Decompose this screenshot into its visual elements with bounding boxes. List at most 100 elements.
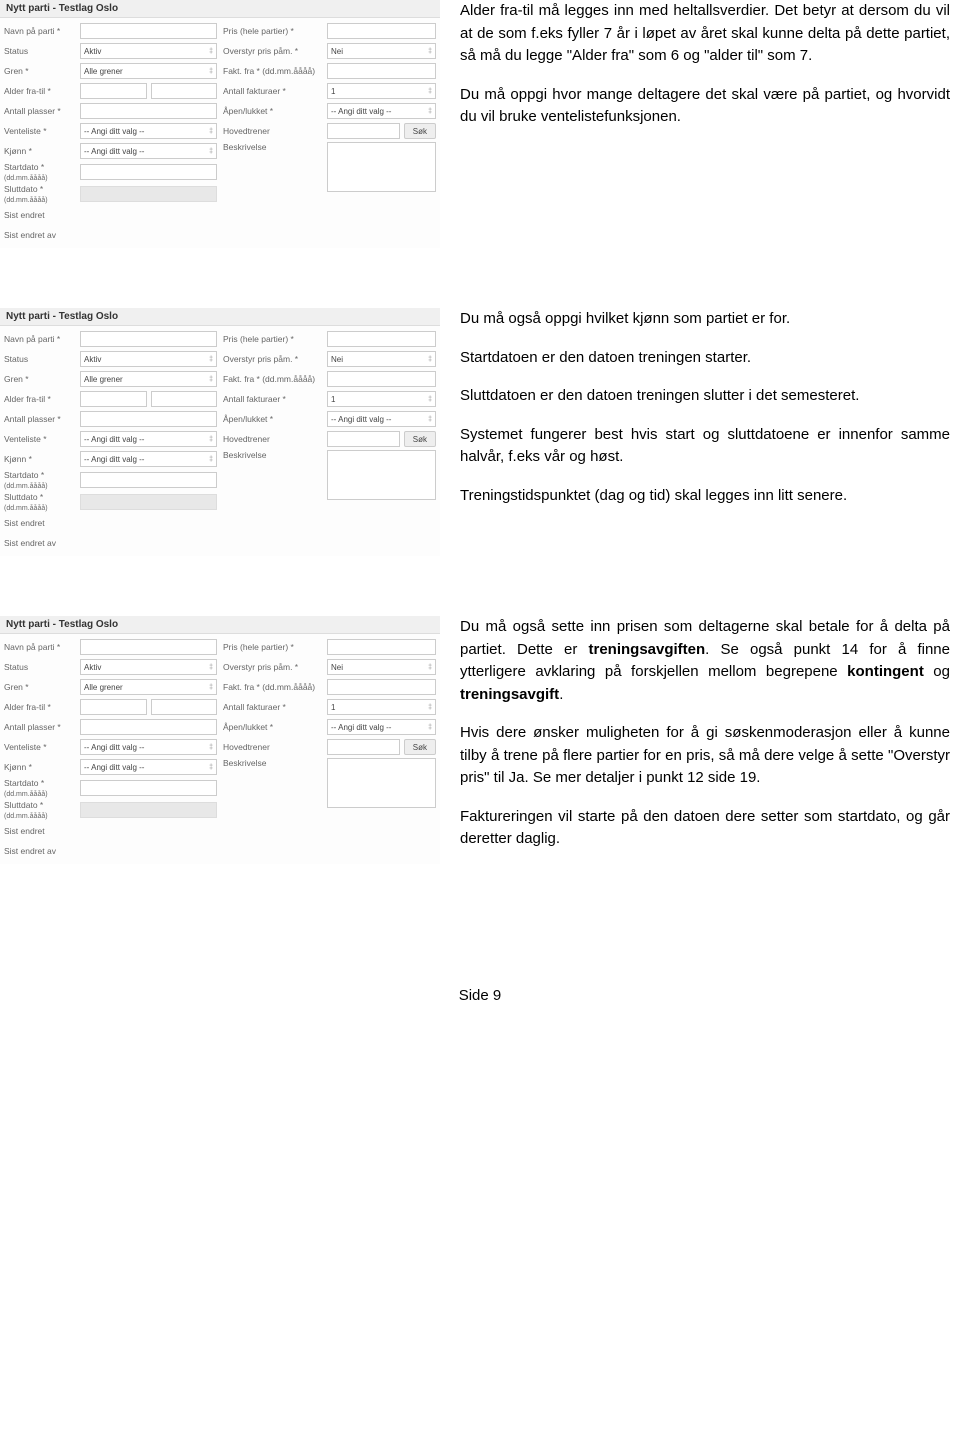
input-navn[interactable] <box>80 331 217 347</box>
select-venteliste[interactable]: -- Angi ditt valg --‡ <box>80 739 217 755</box>
label-sluttdato: Sluttdato *(dd.mm.åååå) <box>4 800 76 820</box>
input-pris[interactable] <box>327 639 436 655</box>
label-plasser: Antall plasser * <box>4 722 76 732</box>
input-alder-fra[interactable] <box>80 391 147 407</box>
input-hovedtrener[interactable] <box>327 123 400 139</box>
textarea-beskrivelse[interactable] <box>327 142 436 192</box>
textarea-beskrivelse[interactable] <box>327 758 436 808</box>
select-overstyr[interactable]: Nei‡ <box>327 43 436 59</box>
label-fakt-fra: Fakt. fra * (dd.mm.åååå) <box>223 66 323 76</box>
input-hovedtrener[interactable] <box>327 739 400 755</box>
label-sluttdato: Sluttdato *(dd.mm.åååå) <box>4 184 76 204</box>
select-overstyr[interactable]: Nei‡ <box>327 659 436 675</box>
label-pris: Pris (hele partier) * <box>223 334 323 344</box>
sok-button[interactable]: Søk <box>404 123 436 139</box>
input-plasser[interactable] <box>80 719 217 735</box>
input-pris[interactable] <box>327 23 436 39</box>
select-venteliste[interactable]: -- Angi ditt valg --‡ <box>80 123 217 139</box>
input-sluttdato[interactable] <box>80 494 217 510</box>
label-sluttdato: Sluttdato *(dd.mm.åååå) <box>4 492 76 512</box>
input-fakt-fra[interactable] <box>327 371 436 387</box>
select-antall-fakt[interactable]: 1‡ <box>327 83 436 99</box>
label-kjonn: Kjønn * <box>4 146 76 156</box>
label-gren: Gren * <box>4 374 76 384</box>
select-gren[interactable]: Alle grener‡ <box>80 371 217 387</box>
label-antall-fakt: Antall fakturaer * <box>223 86 323 96</box>
label-startdato: Startdato *(dd.mm.åååå) <box>4 778 76 798</box>
paragraph-6: Systemet fungerer best hvis start og slu… <box>460 424 950 469</box>
label-plasser: Antall plasser * <box>4 414 76 424</box>
label-gren: Gren * <box>4 682 76 692</box>
select-kjonn[interactable]: -- Angi ditt valg --‡ <box>80 143 217 159</box>
paragraph-1: Alder fra-til må legges inn med heltalls… <box>460 0 950 68</box>
label-kjonn: Kjønn * <box>4 454 76 464</box>
input-hovedtrener[interactable] <box>327 431 400 447</box>
text-col-1: Alder fra-til må legges inn med heltalls… <box>460 0 960 145</box>
label-gren: Gren * <box>4 66 76 76</box>
select-gren[interactable]: Alle grener‡ <box>80 63 217 79</box>
label-pris: Pris (hele partier) * <box>223 26 323 36</box>
input-alder-til[interactable] <box>151 83 218 99</box>
select-apen[interactable]: -- Angi ditt valg --‡ <box>327 719 436 735</box>
panel-title: Nytt parti - Testlag Oslo <box>0 616 440 634</box>
form-panel-1: Nytt parti - Testlag Oslo Navn på parti … <box>0 0 440 248</box>
label-sist-endret: Sist endret <box>4 210 76 220</box>
input-sluttdato[interactable] <box>80 186 217 202</box>
label-alder: Alder fra-til * <box>4 86 76 96</box>
section-2: Nytt parti - Testlag Oslo Navn på parti … <box>0 308 960 556</box>
select-antall-fakt[interactable]: 1‡ <box>327 699 436 715</box>
input-navn[interactable] <box>80 639 217 655</box>
input-navn[interactable] <box>80 23 217 39</box>
label-hovedtrener: Hovedtrener <box>223 742 323 752</box>
label-apen: Åpen/lukket * <box>223 414 323 424</box>
select-overstyr[interactable]: Nei‡ <box>327 351 436 367</box>
section-3: Nytt parti - Testlag Oslo Navn på parti … <box>0 616 960 867</box>
input-alder-fra[interactable] <box>80 699 147 715</box>
label-startdato: Startdato *(dd.mm.åååå) <box>4 162 76 182</box>
label-pris: Pris (hele partier) * <box>223 642 323 652</box>
label-fakt-fra: Fakt. fra * (dd.mm.åååå) <box>223 682 323 692</box>
input-fakt-fra[interactable] <box>327 679 436 695</box>
label-status: Status <box>4 46 76 56</box>
select-antall-fakt[interactable]: 1‡ <box>327 391 436 407</box>
label-apen: Åpen/lukket * <box>223 106 323 116</box>
input-fakt-fra[interactable] <box>327 63 436 79</box>
label-venteliste: Venteliste * <box>4 434 76 444</box>
page-footer: Side 9 <box>0 987 960 1004</box>
select-kjonn[interactable]: -- Angi ditt valg --‡ <box>80 451 217 467</box>
input-startdato[interactable] <box>80 164 217 180</box>
input-startdato[interactable] <box>80 472 217 488</box>
input-plasser[interactable] <box>80 411 217 427</box>
label-navn: Navn på parti * <box>4 642 76 652</box>
form-panel-2: Nytt parti - Testlag Oslo Navn på parti … <box>0 308 440 556</box>
select-kjonn[interactable]: -- Angi ditt valg --‡ <box>80 759 217 775</box>
select-gren[interactable]: Alle grener‡ <box>80 679 217 695</box>
label-overstyr: Overstyr pris påm. * <box>223 46 323 56</box>
input-alder-til[interactable] <box>151 391 218 407</box>
paragraph-7: Treningstidspunktet (dag og tid) skal le… <box>460 485 950 508</box>
paragraph-4: Startdatoen er den datoen treningen star… <box>460 347 950 370</box>
select-apen[interactable]: -- Angi ditt valg --‡ <box>327 411 436 427</box>
select-status[interactable]: Aktiv‡ <box>80 43 217 59</box>
input-pris[interactable] <box>327 331 436 347</box>
select-venteliste[interactable]: -- Angi ditt valg --‡ <box>80 431 217 447</box>
textarea-beskrivelse[interactable] <box>327 450 436 500</box>
paragraph-8: Du må også sette inn prisen som deltager… <box>460 616 950 706</box>
label-startdato: Startdato *(dd.mm.åååå) <box>4 470 76 490</box>
paragraph-3: Du må også oppgi hvilket kjønn som parti… <box>460 308 950 331</box>
label-navn: Navn på parti * <box>4 26 76 36</box>
select-apen[interactable]: -- Angi ditt valg --‡ <box>327 103 436 119</box>
paragraph-2: Du må oppgi hvor mange deltagere det ska… <box>460 84 950 129</box>
sok-button[interactable]: Søk <box>404 739 436 755</box>
input-plasser[interactable] <box>80 103 217 119</box>
section-1: Nytt parti - Testlag Oslo Navn på parti … <box>0 0 960 248</box>
sok-button[interactable]: Søk <box>404 431 436 447</box>
input-sluttdato[interactable] <box>80 802 217 818</box>
select-status[interactable]: Aktiv‡ <box>80 659 217 675</box>
input-alder-fra[interactable] <box>80 83 147 99</box>
input-alder-til[interactable] <box>151 699 218 715</box>
select-status[interactable]: Aktiv‡ <box>80 351 217 367</box>
label-antall-fakt: Antall fakturaer * <box>223 394 323 404</box>
input-startdato[interactable] <box>80 780 217 796</box>
label-status: Status <box>4 662 76 672</box>
